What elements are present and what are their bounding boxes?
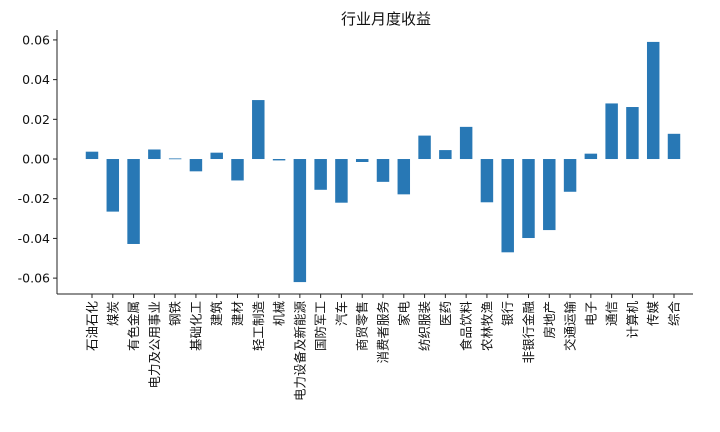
bar-农林牧渔 bbox=[480, 159, 494, 203]
bar-计算机 bbox=[626, 107, 639, 160]
x-tick-label: 食品饮料 bbox=[459, 301, 474, 352]
x-tick-label: 轻工制造 bbox=[251, 301, 266, 352]
x-tick-label: 机械 bbox=[272, 301, 287, 327]
x-tick-label: 消费者服务 bbox=[376, 301, 391, 364]
x-tick-label: 非银行金融 bbox=[521, 301, 536, 364]
y-tick-label: -0.06 bbox=[18, 271, 50, 286]
x-tick-label: 房地产 bbox=[542, 301, 557, 339]
bar-电力设备及新能源 bbox=[293, 159, 307, 283]
bar-消费者服务 bbox=[376, 159, 390, 182]
y-tick-label: 0.06 bbox=[22, 32, 50, 47]
x-tick-label: 商贸零售 bbox=[355, 301, 370, 351]
bar-汽车 bbox=[335, 159, 348, 203]
x-tick-label: 建筑 bbox=[209, 301, 224, 327]
bar-有色金属 bbox=[127, 159, 140, 244]
x-tick-label: 钢铁 bbox=[168, 301, 183, 327]
bar-建材 bbox=[231, 159, 244, 181]
x-tick-label: 通信 bbox=[604, 301, 619, 326]
x-tick-label: 家电 bbox=[396, 301, 411, 327]
bar-医药 bbox=[439, 150, 452, 160]
bar-银行 bbox=[501, 159, 514, 253]
bar-钢铁 bbox=[168, 158, 182, 160]
x-tick-label: 交通运输 bbox=[563, 301, 578, 352]
bar-食品饮料 bbox=[459, 126, 473, 160]
bar-通信 bbox=[605, 103, 618, 160]
x-tick-label: 计算机 bbox=[625, 301, 640, 339]
x-tick-label: 银行 bbox=[500, 301, 515, 326]
x-tick-label: 有色金属 bbox=[126, 301, 141, 351]
bar-电子 bbox=[584, 153, 598, 160]
bars-layer bbox=[85, 41, 681, 283]
bar-纺织服装 bbox=[418, 135, 431, 160]
bar-家电 bbox=[397, 159, 411, 195]
x-tick-label: 农林牧渔 bbox=[479, 301, 494, 351]
bar-交通运输 bbox=[563, 159, 577, 192]
chart-title: 行业月度收益 bbox=[341, 10, 431, 28]
bar-机械 bbox=[272, 159, 286, 161]
bar-国防军工 bbox=[314, 159, 327, 190]
bar-电力及公用事业 bbox=[148, 149, 161, 160]
x-tick-label: 建材 bbox=[230, 301, 245, 326]
bar-煤炭 bbox=[106, 159, 120, 212]
x-axis-ticks: 石油石化 煤炭 有色金属 电力及公用事业 钢铁 基础化工 建筑 建材 轻工制造 机械 电力设备及新能… bbox=[85, 294, 682, 401]
x-tick-label: 传媒 bbox=[646, 301, 661, 327]
y-tick-label: -0.04 bbox=[18, 231, 50, 246]
y-tick-label: -0.02 bbox=[18, 191, 50, 206]
y-tick-label: 0.02 bbox=[22, 112, 50, 127]
y-tick-label: 0.04 bbox=[22, 72, 50, 87]
bar-石油石化 bbox=[85, 151, 99, 160]
bar-建筑 bbox=[210, 152, 223, 160]
bar-房地产 bbox=[543, 159, 556, 231]
x-tick-label: 国防军工 bbox=[313, 301, 328, 351]
y-axis-ticks: -0.06 -0.04 -0.02 0.00 0.02 0.04 0.06 bbox=[18, 32, 57, 286]
x-tick-label: 医药 bbox=[438, 301, 453, 326]
x-tick-label: 综合 bbox=[667, 301, 682, 327]
axes-layer bbox=[56, 30, 693, 295]
bar-商贸零售 bbox=[355, 159, 369, 162]
x-tick-label: 基础化工 bbox=[188, 301, 203, 351]
x-tick-label: 纺织服装 bbox=[417, 301, 432, 351]
x-tick-label: 石油石化 bbox=[85, 301, 100, 352]
bar-综合 bbox=[667, 133, 681, 160]
bar-基础化工 bbox=[189, 159, 203, 172]
x-tick-label: 煤炭 bbox=[105, 301, 120, 326]
y-tick-label: 0.00 bbox=[22, 152, 50, 167]
x-tick-label: 电力及公用事业 bbox=[147, 301, 162, 389]
bar-传媒 bbox=[646, 41, 660, 160]
bar-非银行金融 bbox=[522, 159, 535, 239]
x-tick-label: 电力设备及新能源 bbox=[292, 301, 307, 402]
x-tick-label: 电子 bbox=[583, 301, 598, 326]
bar-轻工制造 bbox=[252, 100, 265, 160]
x-tick-label: 汽车 bbox=[334, 301, 349, 326]
